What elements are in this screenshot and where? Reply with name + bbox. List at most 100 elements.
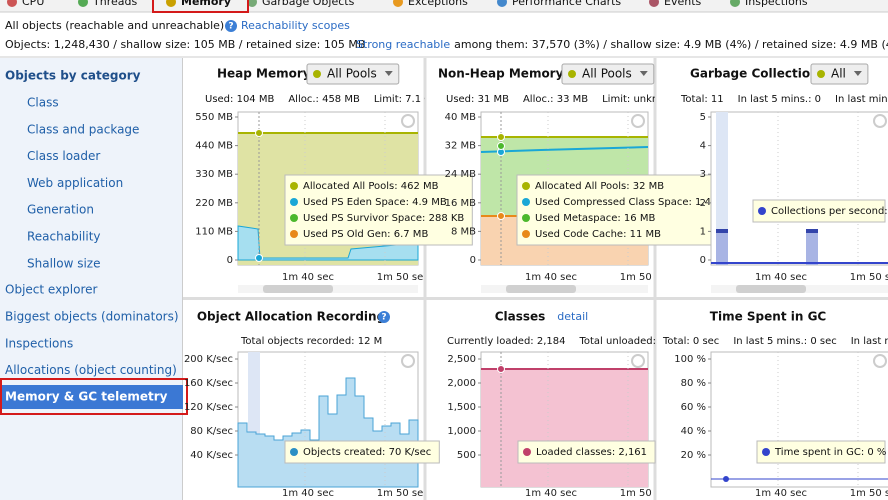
legend-dot (290, 230, 298, 238)
info-item: Total unloaded: 0 (578, 336, 665, 347)
y-tick-label: 2,500 (447, 354, 476, 365)
settings-icon (401, 354, 415, 368)
legend-entry: Used Metaspace: 16 MB (535, 213, 655, 224)
tab[interactable]: Garbage Objects (262, 0, 355, 8)
strong-link[interactable]: Strong reachable (356, 38, 450, 51)
legend-box (516, 174, 739, 246)
plot-area (710, 111, 888, 266)
panel-title: Object Allocation Recording (197, 310, 385, 324)
sidebar-item[interactable]: Class loader (27, 149, 100, 163)
x-tick-label: 1m 50 se (850, 488, 888, 499)
y-tick-label: 440 MB (195, 141, 233, 152)
settings-icon (873, 114, 887, 128)
legend-box (752, 199, 886, 223)
pool-selector[interactable]: All Pools (327, 67, 377, 81)
y-tick-label: 24 MB (445, 169, 477, 180)
x-tick-label: 1m 50 se (377, 272, 424, 283)
scopes-link[interactable]: Reachability scopes (241, 19, 350, 32)
selector-arrow (384, 71, 393, 76)
legend-entry: Used PS Eden Space: 4.9 MB (303, 197, 447, 208)
info-item: Alloc.: 33 MB (523, 94, 588, 105)
gc-bar-top (806, 229, 818, 233)
classes-area (481, 369, 648, 487)
info-item: Total: 11 (680, 94, 724, 105)
tab[interactable]: Events (664, 0, 702, 8)
tab-icon (393, 0, 403, 7)
x-tick-label: 1m 40 sec (525, 488, 577, 499)
detail-link[interactable]: detail (557, 310, 588, 323)
pool-selector[interactable]: All Pools (582, 67, 632, 81)
sidebar-item[interactable]: Allocations (object counting) (5, 363, 177, 377)
tab-bar (0, 0, 888, 12)
y-tick-label: 2 (700, 198, 706, 209)
legend-entry: Objects created: 70 K/sec (303, 447, 431, 458)
y-tick-label: 330 MB (195, 169, 233, 180)
y-tick-label: 80 % (681, 378, 706, 389)
sidebar-item[interactable]: Class (27, 96, 59, 110)
panel-title: Classes (495, 310, 546, 324)
y-tick-label: 2,000 (447, 378, 476, 389)
y-tick-label: 110 MB (195, 226, 233, 237)
tab[interactable]: Performance Charts (512, 0, 621, 8)
x-tick-label: 1m 40 sec (282, 488, 334, 499)
sidebar-item[interactable]: Object explorer (5, 283, 98, 297)
sidebar-item[interactable]: Inspections (5, 336, 73, 350)
x-tick-label: 1m 50 se (377, 488, 424, 499)
info-item: In last min.: 0 (835, 94, 888, 105)
scrollbar-thumb (506, 285, 576, 293)
tab-icon (730, 0, 740, 7)
sidebar-item[interactable]: Web application (27, 176, 123, 190)
marker (497, 365, 505, 373)
info-item: Used: 104 MB (205, 94, 274, 105)
selector-arrow (639, 71, 648, 76)
marker (255, 129, 263, 137)
panel-title: Non-Heap Memory (438, 67, 564, 81)
legend-entry: Used Code Cache: 11 MB (535, 229, 661, 240)
selector-dot (817, 70, 825, 78)
legend-entry: Used PS Old Gen: 6.7 MB (303, 229, 428, 240)
sidebar-heading[interactable]: Objects by category (5, 69, 141, 83)
tab[interactable]: Exceptions (408, 0, 468, 8)
info-item: Currently loaded: 2,184 (447, 336, 565, 347)
legend: Allocated All Pools: 32 MB Used Compresse… (516, 174, 739, 246)
sidebar-item[interactable]: Class and package (27, 122, 139, 136)
tab[interactable]: CPU (22, 0, 44, 8)
y-tick-label: 160 K/sec (184, 378, 233, 389)
selector-box[interactable] (561, 63, 655, 85)
marker (497, 133, 505, 141)
y-tick-label: 32 MB (445, 141, 477, 152)
settings-icon (873, 354, 887, 368)
y-tick-label: 500 (457, 450, 476, 461)
legend-box (756, 440, 886, 464)
tab[interactable]: Memory (181, 0, 231, 8)
legend-box (284, 440, 440, 464)
y-tick-label: 550 MB (195, 112, 233, 123)
y-tick-label: 16 MB (445, 198, 477, 209)
highlight-column (716, 112, 728, 265)
sidebar-item[interactable]: Shallow size (27, 256, 100, 270)
x-tick-label: 1m 40 sec (755, 488, 807, 499)
sidebar-selected[interactable]: Memory & GC telemetry (5, 390, 168, 404)
y-tick-label: 60 % (681, 402, 706, 413)
legend-dot (290, 214, 298, 222)
legend-dot (762, 448, 770, 456)
tab[interactable]: Inspections (745, 0, 808, 8)
pool-selector[interactable]: All (831, 67, 846, 81)
tab-icon (247, 0, 257, 7)
sidebar (0, 58, 182, 500)
sidebar-item[interactable]: Biggest objects (dominators) (5, 309, 179, 323)
legend-entry: Loaded classes: 2,161 (536, 447, 647, 458)
sidebar-item[interactable]: Reachability (27, 230, 101, 244)
tab[interactable]: Threads (92, 0, 137, 8)
y-tick-label: 0 (470, 255, 476, 266)
info-item: Used: 31 MB (446, 94, 509, 105)
sidebar-item[interactable]: Generation (27, 203, 94, 217)
selector-box[interactable] (810, 63, 869, 85)
selector-box[interactable] (306, 63, 400, 85)
y-tick-label: 0 (700, 255, 706, 266)
settings-icon (401, 114, 415, 128)
y-tick-label: 1,000 (447, 426, 476, 437)
scrollbar-thumb (736, 285, 806, 293)
help-icon (378, 311, 390, 323)
